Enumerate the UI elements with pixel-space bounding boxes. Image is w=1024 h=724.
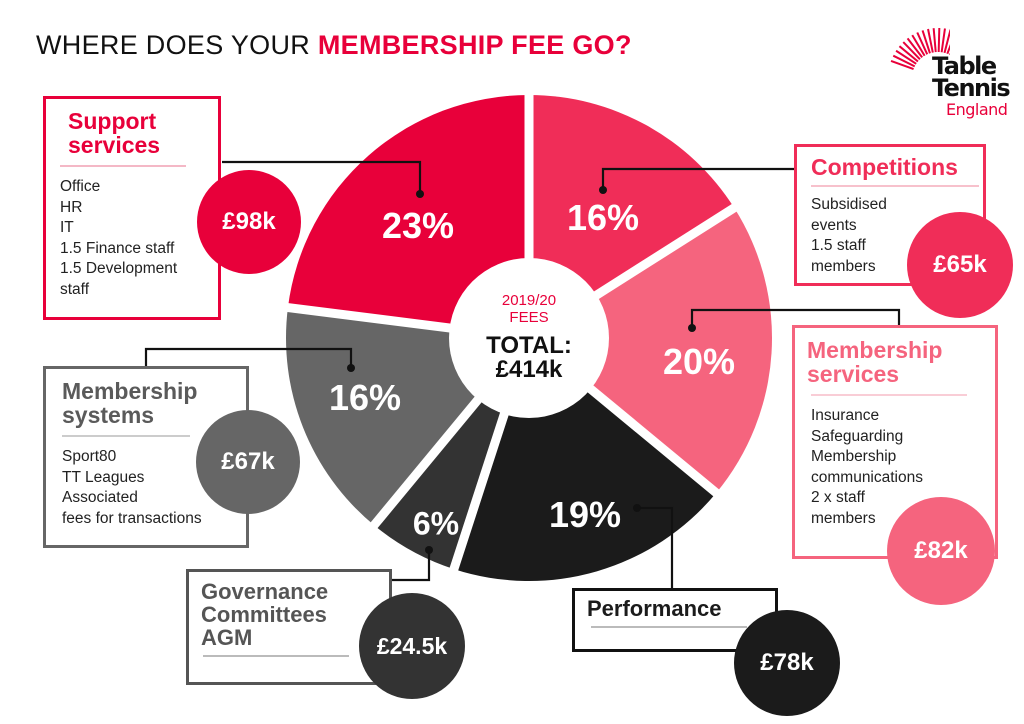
fees-label: FEES: [509, 309, 549, 326]
leader-line-performance: [637, 506, 674, 588]
percent-label-governance: 6%: [412, 505, 460, 542]
amount-badge-competitions: £65k: [907, 212, 1013, 318]
callout-divider: [811, 185, 979, 188]
total-value: £414k: [495, 356, 563, 383]
amount-badge-support: £98k: [197, 170, 301, 274]
title-lead: WHERE DOES YOUR: [36, 30, 318, 60]
callout-title: Governance Committees AGM: [201, 579, 329, 651]
leader-line-systems: [144, 347, 353, 368]
callout-support-services: Support services Office HR IT 1.5 Financ…: [43, 96, 221, 320]
percent-label-membership-services: 20%: [662, 341, 736, 382]
callout-items: Sport80 TT Leagues Associated fees for t…: [62, 448, 202, 527]
callout-divider: [60, 165, 186, 168]
logo-word-table: Table: [932, 52, 997, 80]
leader-dot-competitions: [599, 186, 607, 194]
leader-line-governance: [390, 550, 431, 582]
callout-title: Membership services: [807, 337, 943, 388]
logo-word-tennis: Tennis: [932, 74, 1011, 102]
donut-center: [449, 258, 609, 418]
slice-support: [287, 95, 529, 338]
leader-dot-governance: [425, 546, 433, 554]
leader-dot-systems: [347, 364, 355, 372]
callout-governance: Governance Committees AGM: [186, 569, 392, 685]
percent-label-performance: 19%: [548, 494, 622, 535]
logo-word-england: England: [946, 100, 1008, 119]
callout-items: Insurance Safeguarding Membership commun…: [811, 407, 923, 527]
percent-label-systems: 16%: [328, 377, 402, 418]
slice-membership-services: [529, 207, 772, 493]
leader-line-support: [222, 160, 422, 194]
donut-center-text: 2019/20 FEES TOTAL: £414k: [451, 292, 607, 382]
percent-label-competitions: 16%: [566, 197, 640, 238]
callout-membership-services: Membership services Insurance Safeguardi…: [792, 325, 998, 559]
leader-dot-performance: [633, 504, 641, 512]
page-title: WHERE DOES YOUR MEMBERSHIP FEE GO?: [36, 30, 632, 61]
callout-divider: [62, 435, 190, 438]
amount-badge-membership-services: £82k: [887, 497, 995, 605]
leader-line-competitions: [601, 167, 794, 190]
title-accent: MEMBERSHIP FEE GO?: [317, 30, 632, 60]
callout-items: Subsidised events 1.5 staff members: [811, 196, 887, 275]
leader-dot-membership-services: [688, 324, 696, 332]
table-tennis-england-logo: Table Tennis England: [880, 24, 1011, 124]
callout-title: Performance: [587, 596, 722, 621]
leader-line-membership-services: [690, 308, 901, 328]
season-label: 2019/20: [501, 292, 557, 309]
callout-items: Office HR IT 1.5 Finance staff 1.5 Devel…: [60, 178, 178, 298]
amount-badge-performance: £78k: [734, 610, 840, 716]
amount-badge-systems: £67k: [196, 410, 300, 514]
percent-label-support: 23%: [381, 205, 455, 246]
callout-divider: [203, 655, 349, 658]
callout-title: Support services: [68, 108, 161, 159]
leader-dot-support: [416, 190, 424, 198]
callout-divider: [591, 626, 747, 629]
amount-badge-governance: £24.5k: [359, 593, 465, 699]
logo-swoosh-icon: [890, 27, 950, 97]
total-label: TOTAL:: [486, 332, 572, 359]
callout-title: Membership systems: [62, 378, 198, 429]
callout-divider: [811, 394, 967, 397]
callout-title: Competitions: [811, 154, 958, 180]
